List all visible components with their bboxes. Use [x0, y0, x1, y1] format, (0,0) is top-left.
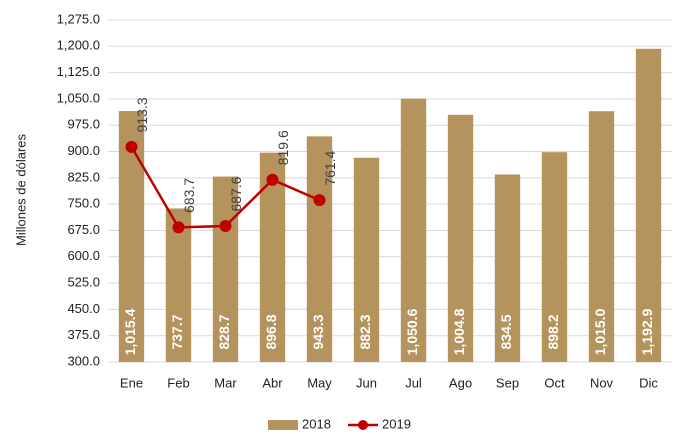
- x-tick-label: Ago: [449, 375, 472, 390]
- x-tick-label: Feb: [167, 375, 189, 390]
- y-tick-label: 1,050.0: [57, 90, 100, 105]
- bar: [212, 176, 239, 362]
- bar: [494, 174, 521, 362]
- y-axis-label: Millones de dólares: [13, 134, 28, 247]
- x-tick-label: Abr: [262, 375, 283, 390]
- bar: [118, 111, 145, 362]
- bar-value-label: 828.7: [216, 314, 232, 349]
- line-point: [313, 194, 326, 207]
- y-tick-label: 375.0: [67, 327, 100, 342]
- x-tick-label: Jul: [405, 375, 422, 390]
- bar-value-label: 882.3: [357, 314, 373, 349]
- bar-value-label: 943.3: [310, 314, 326, 349]
- bar-value-label: 896.8: [263, 314, 279, 349]
- y-tick-label: 825.0: [67, 169, 100, 184]
- y-tick-label: 1,200.0: [57, 38, 100, 53]
- x-tick-label: Sep: [496, 375, 519, 390]
- bar: [400, 98, 427, 362]
- line-value-label: 913.3: [134, 97, 150, 132]
- legend-swatch: [268, 420, 298, 430]
- y-tick-label: 975.0: [67, 117, 100, 132]
- y-tick-label: 1,125.0: [57, 64, 100, 79]
- bar-value-label: 1,050.6: [404, 308, 420, 355]
- y-tick-label: 1,275.0: [57, 11, 100, 26]
- y-tick-label: 450.0: [67, 301, 100, 316]
- bar-value-label: 1,015.0: [592, 308, 608, 355]
- bar-value-label: 834.5: [498, 314, 514, 349]
- line-value-label: 819.6: [275, 130, 291, 165]
- bar: [353, 157, 380, 362]
- bar: [165, 208, 192, 362]
- x-tick-label: Mar: [214, 375, 237, 390]
- y-tick-label: 525.0: [67, 275, 100, 290]
- line-value-label: 683.7: [181, 178, 197, 213]
- x-tick-label: Oct: [544, 375, 565, 390]
- legend-label: 2018: [302, 416, 331, 431]
- bar-value-label: 1,004.8: [451, 308, 467, 355]
- bar: [541, 152, 568, 362]
- y-tick-label: 600.0: [67, 248, 100, 263]
- line-value-label: 687.6: [228, 176, 244, 211]
- bar: [447, 114, 474, 362]
- x-tick-label: Jun: [356, 375, 377, 390]
- x-tick-label: May: [307, 375, 332, 390]
- line-value-label: 761.4: [322, 150, 338, 185]
- bar-value-label: 1,192.9: [639, 308, 655, 355]
- bar: [588, 111, 615, 362]
- bar: [635, 48, 662, 362]
- y-tick-label: 900.0: [67, 143, 100, 158]
- y-tick-label: 300.0: [67, 353, 100, 368]
- line-point: [266, 173, 279, 186]
- line-point: [125, 140, 138, 153]
- x-tick-label: Nov: [590, 375, 614, 390]
- line-point: [172, 221, 185, 234]
- legend-swatch: [358, 420, 368, 430]
- line-point: [219, 220, 232, 233]
- bar-value-label: 898.2: [545, 314, 561, 349]
- legend-label: 2019: [382, 416, 411, 431]
- bar-value-label: 1,015.4: [122, 308, 138, 355]
- bar: [306, 136, 333, 362]
- bar-value-label: 737.7: [169, 314, 185, 349]
- y-tick-label: 675.0: [67, 222, 100, 237]
- y-tick-label: 750.0: [67, 196, 100, 211]
- x-tick-label: Dic: [639, 375, 658, 390]
- x-tick-label: Ene: [120, 375, 143, 390]
